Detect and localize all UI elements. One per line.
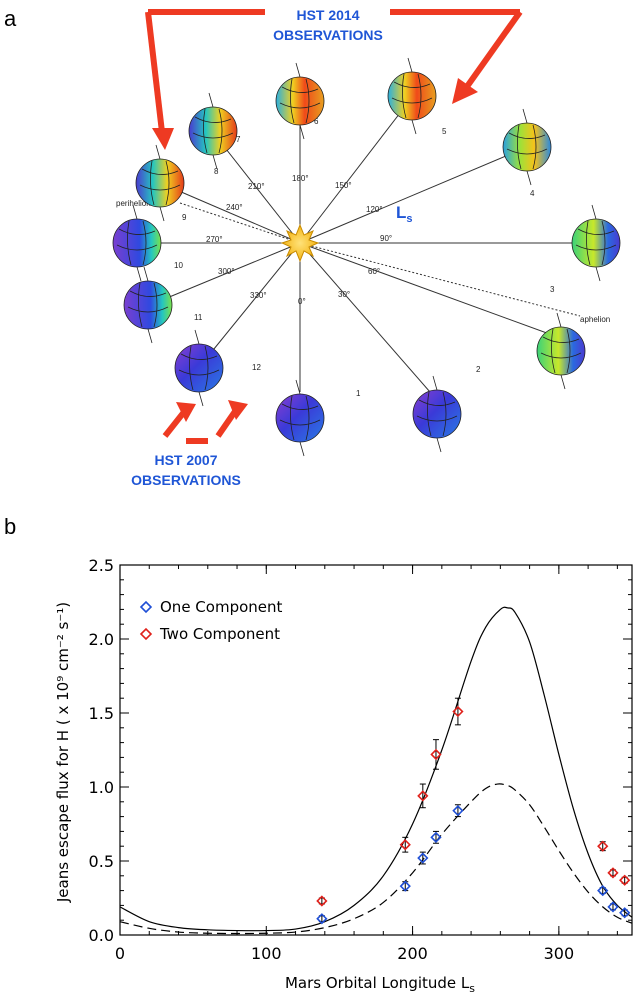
position-number: 9 [182,213,187,222]
orbit-diagram: a 0° 30° 60° 90° 120° 150° 180° 210° 240… [4,6,621,488]
position-number: 10 [174,261,183,270]
legend: One Component Two Component [139,598,283,643]
hst-2014-title: HST 2014 [296,7,359,23]
y-tick-labels: 0.0 0.5 1.0 1.5 2.0 2.5 [89,556,114,945]
point-one-component [399,880,411,892]
position-number: 2 [476,365,481,374]
hst-2007-arrows [162,400,248,444]
mars-globe-11 [123,266,173,344]
hst-2014-subtitle: OBSERVATIONS [273,27,383,43]
legend-label: Two Component [159,625,280,643]
y-axis-label: Jeans escape flux for H ( x 10⁹ cm⁻² s⁻¹… [54,602,72,903]
point-two-component [607,867,619,879]
axis-ticks [119,564,632,936]
x-tick-label: 200 [397,944,428,963]
y-tick-label: 2.0 [89,630,114,649]
mars-globe-9 [135,144,185,222]
mars-globe-2 [412,375,462,453]
point-two-component [417,790,429,802]
point-one-component [607,901,619,913]
angle-labels: 0° 30° 60° 90° 120° 150° 180° 210° 240° … [206,174,392,306]
angle-label: 330° [250,291,267,300]
legend-marker-one [139,600,153,614]
angle-label: 30° [338,290,350,299]
orbit-spokes [140,99,590,393]
angle-label: 0° [298,297,306,306]
legend-item-two-component: Two Component [139,625,280,643]
data-points [316,697,631,925]
mars-globe-7 [275,62,325,140]
model-curve-dashed [119,783,633,935]
legend-marker-two [139,627,153,641]
point-one-component [417,852,429,864]
mars-globe-10 [112,204,162,282]
point-two-component [597,840,609,852]
hst-2014-arrows [145,9,523,150]
point-one-component [452,805,464,817]
point-one-component [597,884,609,897]
position-numbers: 1 2 3 4 5 6 7 8 9 10 11 12 [174,117,555,398]
point-one-component [619,907,631,919]
model-curves [119,606,633,935]
angle-label: 150° [335,181,352,190]
mars-globe-5 [502,108,552,186]
x-axis-label: Mars Orbital Longitude Ls [285,974,475,995]
mars-globes [112,57,621,457]
position-number: 5 [442,127,447,136]
sun-icon [280,223,320,263]
position-number: 4 [530,189,535,198]
mars-globe-8 [188,92,238,170]
hst-2007-subtitle: OBSERVATIONS [131,472,241,488]
x-tick-labels: 0 100 200 300 [115,944,574,963]
point-two-component [619,874,631,886]
position-number: 12 [252,363,261,372]
ls-label: Ls [396,203,413,225]
angle-label: 180° [292,174,309,183]
y-tick-label: 0.5 [89,852,114,871]
mars-globe-3 [536,312,586,390]
aphelion-label: aphelion [580,315,610,324]
position-number: 6 [314,117,319,126]
position-number: 3 [550,285,555,294]
position-number: 8 [214,167,219,176]
apsides-line [179,202,581,317]
y-tick-label: 1.0 [89,778,114,797]
hst-2007-title: HST 2007 [154,452,217,468]
angle-label: 90° [380,234,392,243]
angle-label: 300° [218,267,235,276]
angle-label: 210° [248,182,265,191]
position-number: 7 [236,135,241,144]
perihelion-label: perihelion [116,199,151,208]
angle-label: 60° [368,267,380,276]
mars-globe-1 [275,379,325,457]
point-two-component [399,839,411,851]
mars-globe-6 [387,57,437,135]
mars-globe-12 [174,329,224,407]
x-tick-label: 100 [251,944,282,963]
plot-frame [119,564,633,936]
model-curve-solid [119,606,633,932]
panel-a-label: a [4,6,17,31]
point-one-component [316,913,328,925]
legend-label: One Component [160,598,283,616]
point-two-component [316,895,328,907]
y-tick-label: 1.5 [89,704,114,723]
x-tick-label: 300 [544,944,575,963]
x-tick-label: 0 [115,944,125,963]
mars-globe-4 [571,204,621,282]
y-tick-label: 2.5 [89,556,114,575]
angle-label: 270° [206,235,223,244]
y-tick-label: 0.0 [89,926,114,945]
point-two-component [430,748,442,761]
angle-label: 240° [226,203,243,212]
point-one-component [430,831,442,843]
point-two-component [452,705,464,718]
position-number: 11 [194,313,203,322]
angle-label: 120° [366,205,383,214]
panel-b-label: b [4,514,16,539]
legend-item-one-component: One Component [139,598,283,616]
position-number: 1 [356,389,361,398]
